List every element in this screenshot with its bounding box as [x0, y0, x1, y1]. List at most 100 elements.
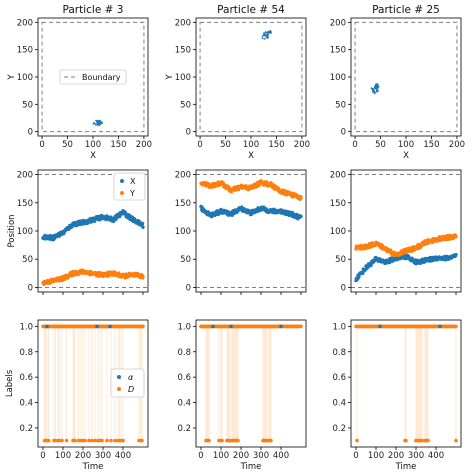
data-point: [454, 324, 458, 329]
y-tick-label: 200: [330, 18, 346, 28]
data-point: [438, 324, 442, 329]
y-tick-label: 100: [17, 227, 33, 237]
data-point: [355, 438, 359, 443]
data-point: [45, 324, 49, 329]
subplot-title: Particle # 3: [63, 4, 124, 16]
x-tick-label: 200: [233, 451, 249, 461]
y-tick-label: 150: [17, 199, 33, 209]
y-tick-label: 150: [330, 46, 346, 56]
subplot-8: 0 100 200 300 400 0.2 0.4 0.6 0.8 1.0 Time: [177, 319, 307, 472]
x-tick-label: 300: [408, 451, 424, 461]
data-point: [93, 438, 97, 443]
legend-label: α: [128, 373, 134, 382]
y-tick-label: 100: [330, 227, 346, 237]
data-point: [87, 438, 91, 443]
y-tick-label: 50: [180, 255, 191, 265]
trajectory-line: [370, 82, 380, 95]
data-point: [207, 438, 211, 443]
data-point: [60, 438, 64, 443]
data-point: [140, 438, 144, 443]
legend-marker: [117, 375, 121, 379]
x-tick-label: 200: [136, 140, 152, 150]
series-d-transitions: [356, 326, 457, 441]
x-axis-label: X: [90, 151, 96, 161]
trajectory-line: [91, 119, 103, 127]
data-point: [141, 324, 145, 329]
data-point: [269, 438, 273, 443]
series-y: [41, 268, 145, 286]
data-point: [108, 324, 112, 329]
data-point: [236, 438, 240, 443]
legend: αD: [110, 368, 145, 398]
y-axis-label: Labels: [5, 369, 15, 397]
series-d-transitions: [205, 326, 272, 441]
axes-frame: [37, 319, 149, 448]
x-tick-label: 0: [352, 140, 357, 150]
data-point: [141, 225, 145, 229]
series-y: [354, 233, 458, 258]
x-tick-label: 400: [273, 451, 289, 461]
y-tick-label: 1.0: [19, 322, 33, 332]
x-tick-label: 300: [95, 451, 111, 461]
data-point: [121, 438, 125, 443]
data-point: [105, 438, 109, 443]
subplot-9: 0 100 200 300 400 0.2 0.4 0.6 0.8 1.0 Time: [332, 319, 462, 472]
y-tick-label: 50: [335, 255, 346, 265]
x-tick-label: 100: [243, 140, 259, 150]
data-point: [426, 438, 430, 443]
x-tick-label: 0: [197, 140, 202, 150]
boundary-box: [354, 21, 458, 133]
subplot-4: 0 50 100 150 200 Position XY: [7, 169, 149, 295]
y-tick-label: 100: [175, 73, 191, 83]
axes-frame: [350, 319, 462, 448]
x-tick-label: 50: [220, 140, 231, 150]
data-point: [109, 438, 113, 443]
y-tick-label: 0.6: [177, 373, 191, 383]
y-tick-label: 0: [186, 128, 191, 138]
data-point: [53, 438, 58, 443]
legend-marker: [120, 179, 124, 183]
y-axis-label: Position: [7, 214, 17, 247]
data-point: [57, 438, 62, 443]
y-tick-label: 0.4: [19, 399, 33, 409]
y-tick-label: 50: [180, 100, 191, 110]
x-tick-label: 150: [268, 140, 284, 150]
y-tick-label: 0.8: [19, 348, 33, 358]
series-d-transitions: [44, 326, 143, 441]
x-tick-label: 200: [75, 451, 91, 461]
x-axis-label: Time: [82, 462, 104, 472]
data-point: [299, 195, 303, 199]
x-tick-label: 200: [294, 140, 310, 150]
data-point: [113, 438, 117, 443]
data-point: [211, 324, 215, 329]
y-tick-label: 0: [186, 283, 191, 293]
x-tick-label: 150: [110, 140, 126, 150]
subplot-title: Particle # 54: [217, 4, 285, 16]
series-d: [41, 324, 145, 443]
subplot-2: Particle # 54 0 50 100 150 200 0 50 100 150 200 X Y: [165, 4, 310, 161]
y-tick-label: 50: [22, 100, 33, 110]
y-tick-label: 0.6: [19, 373, 33, 383]
data-point: [454, 438, 458, 443]
y-tick-label: 0.2: [19, 424, 33, 434]
data-point: [73, 438, 77, 443]
data-point: [46, 438, 51, 443]
y-tick-label: 0: [28, 283, 33, 293]
x-tick-label: 400: [428, 451, 444, 461]
data-point: [404, 438, 408, 443]
y-tick-label: 200: [17, 171, 33, 181]
data-point: [118, 214, 122, 219]
x-axis-label: Time: [240, 462, 262, 472]
legend-label: Y: [129, 189, 135, 198]
y-tick-label: 150: [17, 46, 33, 56]
data-point: [454, 252, 458, 257]
series-alpha: [211, 324, 283, 329]
y-tick-label: 150: [175, 199, 191, 209]
y-tick-label: 0: [341, 128, 346, 138]
series-d: [199, 324, 303, 443]
x-tick-label: 100: [85, 140, 101, 150]
y-tick-label: 50: [22, 255, 33, 265]
x-tick-label: 200: [388, 451, 404, 461]
data-point: [140, 221, 145, 226]
